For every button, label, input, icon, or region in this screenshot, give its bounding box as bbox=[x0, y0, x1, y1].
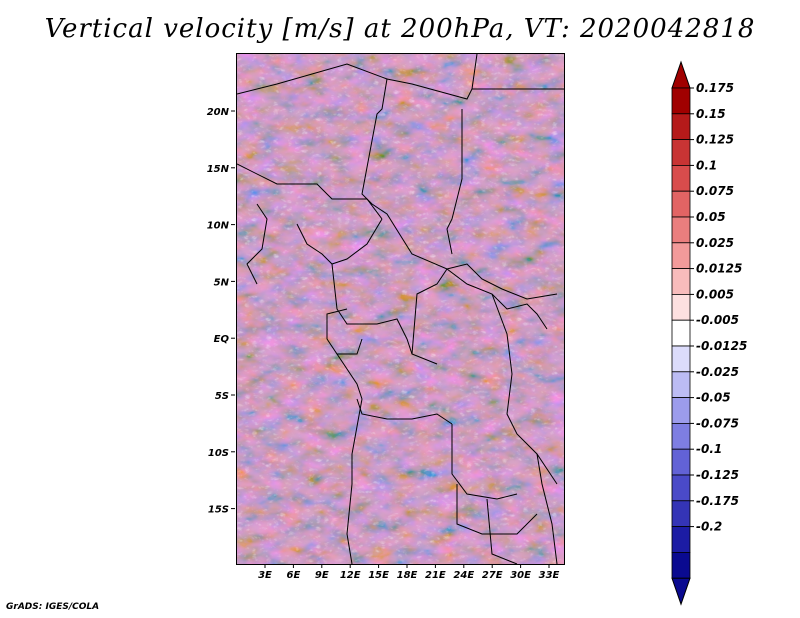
lon-tick-label: 15E bbox=[368, 570, 389, 581]
colorbar-label: -0.2 bbox=[696, 520, 722, 534]
colorbar-label: -0.025 bbox=[696, 365, 739, 379]
colorbar-box bbox=[671, 164, 691, 192]
colorbar-bottom-arrow bbox=[671, 577, 691, 606]
grads-credit: GrADS: IGES/COLA bbox=[6, 602, 100, 612]
lon-tick-label: 6E bbox=[287, 570, 301, 581]
colorbar-box bbox=[671, 474, 691, 502]
lat-tick-label: 10S bbox=[208, 448, 229, 459]
colorbar-label: -0.0125 bbox=[696, 339, 747, 353]
lat-tick-label: 15N bbox=[207, 164, 230, 175]
map-panel bbox=[236, 53, 565, 565]
colorbar-box bbox=[671, 500, 691, 527]
lon-tick-label: 33E bbox=[539, 570, 560, 581]
colorbar-label: 0.175 bbox=[696, 81, 734, 95]
colorbar-label: -0.125 bbox=[696, 468, 739, 482]
colorbar-label: 0.15 bbox=[696, 107, 726, 121]
colorbar-box bbox=[671, 268, 691, 295]
lat-tick-label: 15S bbox=[208, 505, 229, 516]
lat-tick-label: 5S bbox=[215, 391, 229, 402]
lon-tick-label: 3E bbox=[258, 570, 272, 581]
colorbar-label: -0.1 bbox=[696, 442, 722, 456]
colorbar-label: -0.05 bbox=[696, 391, 731, 405]
colorbar-box bbox=[671, 448, 691, 476]
lon-tick-label: 9E bbox=[315, 570, 329, 581]
lat-tick-label: 20N bbox=[207, 107, 230, 118]
lon-tick-label: 18E bbox=[397, 570, 418, 581]
colorbar-label: 0.125 bbox=[696, 133, 734, 147]
colorbar-box bbox=[671, 87, 691, 115]
lon-tick-label: 12E bbox=[340, 570, 361, 581]
colorbar-label: 0.0125 bbox=[696, 262, 742, 276]
lat-tick-label: EQ bbox=[214, 334, 230, 345]
colorbar-box bbox=[671, 319, 691, 347]
colorbar-label: 0.075 bbox=[696, 184, 734, 198]
map-title: Vertical velocity [m/s] at 200hPa, VT: 2… bbox=[44, 14, 756, 44]
colorbar-label: -0.075 bbox=[696, 416, 739, 430]
lon-tick-label: 30E bbox=[510, 570, 531, 581]
colorbar-box bbox=[671, 552, 691, 579]
country-borders bbox=[237, 54, 564, 564]
colorbar-box bbox=[671, 371, 691, 398]
colorbar-box bbox=[671, 422, 691, 450]
colorbar-label: -0.175 bbox=[696, 494, 739, 508]
lat-tick-label: 10N bbox=[207, 221, 230, 232]
colorbar-label: -0.005 bbox=[696, 313, 739, 327]
colorbar-box bbox=[671, 190, 691, 218]
colorbar-label: 0.005 bbox=[696, 287, 734, 301]
colorbar-box bbox=[671, 397, 691, 424]
colorbar-label: 0.05 bbox=[696, 210, 726, 224]
colorbar-label: 0.1 bbox=[696, 158, 717, 172]
colorbar-box bbox=[671, 526, 691, 553]
field-streaks bbox=[237, 54, 564, 564]
lon-tick-label: 21E bbox=[425, 570, 446, 581]
colorbar-box bbox=[671, 139, 691, 166]
vertical-velocity-field bbox=[237, 54, 564, 564]
colorbar-box bbox=[671, 113, 691, 141]
colorbar-top-arrow bbox=[671, 60, 691, 89]
lat-tick-label: 5N bbox=[214, 277, 230, 288]
colorbar-box bbox=[671, 293, 691, 321]
colorbar-box bbox=[671, 242, 691, 270]
lon-tick-label: 24E bbox=[453, 570, 474, 581]
colorbar-box bbox=[671, 345, 691, 373]
lon-tick-label: 27E bbox=[482, 570, 503, 581]
colorbar-box bbox=[671, 216, 691, 244]
colorbar-label: 0.025 bbox=[696, 236, 734, 250]
